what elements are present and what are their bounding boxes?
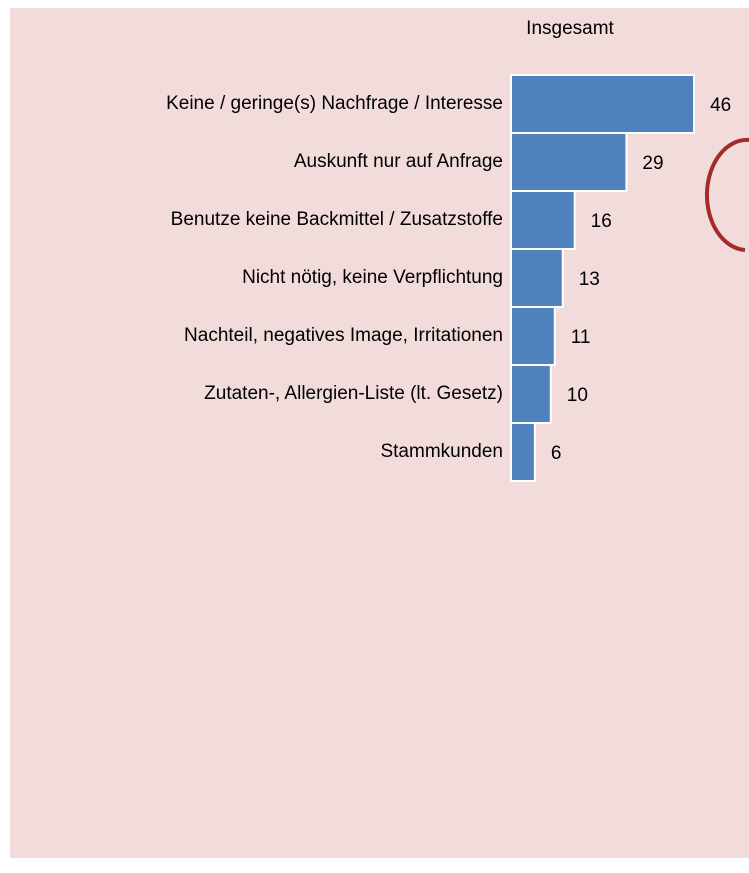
category-label: Auskunft nur auf Anfrage (294, 151, 503, 172)
value-label: 16 (591, 211, 612, 232)
category-label: Zutaten-, Allergien-Liste (lt. Gesetz) (204, 383, 503, 404)
value-label: 46 (710, 95, 731, 116)
bar (510, 422, 536, 482)
bar (510, 306, 556, 366)
chart-title: Insgesamt (526, 18, 614, 39)
category-label: Keine / geringe(s) Nachfrage / Interesse (166, 93, 503, 114)
category-label: Nachteil, negatives Image, Irritationen (184, 325, 503, 346)
bar (510, 132, 628, 192)
category-label: Stammkunden (380, 441, 503, 462)
value-label: 13 (579, 269, 600, 290)
bar (510, 74, 696, 134)
bar (510, 248, 564, 308)
value-label: 10 (567, 385, 588, 406)
bar (510, 364, 552, 424)
decorative-arc (705, 137, 749, 252)
chart-background (10, 8, 749, 858)
value-label: 29 (642, 153, 663, 174)
value-label: 6 (551, 443, 562, 464)
category-label: Benutze keine Backmittel / Zusatzstoffe (171, 209, 503, 230)
category-label: Nicht nötig, keine Verpflichtung (242, 267, 503, 288)
value-label: 11 (571, 327, 591, 348)
bar (510, 190, 576, 250)
